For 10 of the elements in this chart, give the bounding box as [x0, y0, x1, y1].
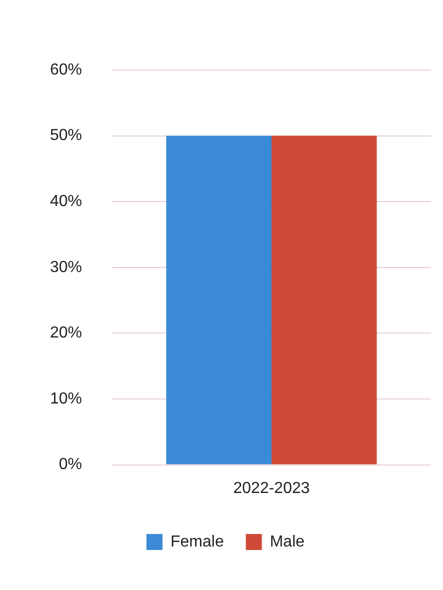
- y-tick-label: 60%: [50, 61, 82, 78]
- y-tick-label: 10%: [50, 390, 82, 408]
- legend-label: Male: [270, 533, 305, 550]
- y-tick-label: 30%: [50, 258, 82, 276]
- y-tick-label: 20%: [50, 324, 82, 342]
- y-tick-label: 50%: [50, 127, 82, 144]
- y-tick-label: 0%: [58, 456, 82, 474]
- x-tick-label: 2022-2023: [233, 480, 310, 497]
- legend-label: Female: [170, 533, 224, 550]
- y-tick-label: 40%: [50, 193, 82, 210]
